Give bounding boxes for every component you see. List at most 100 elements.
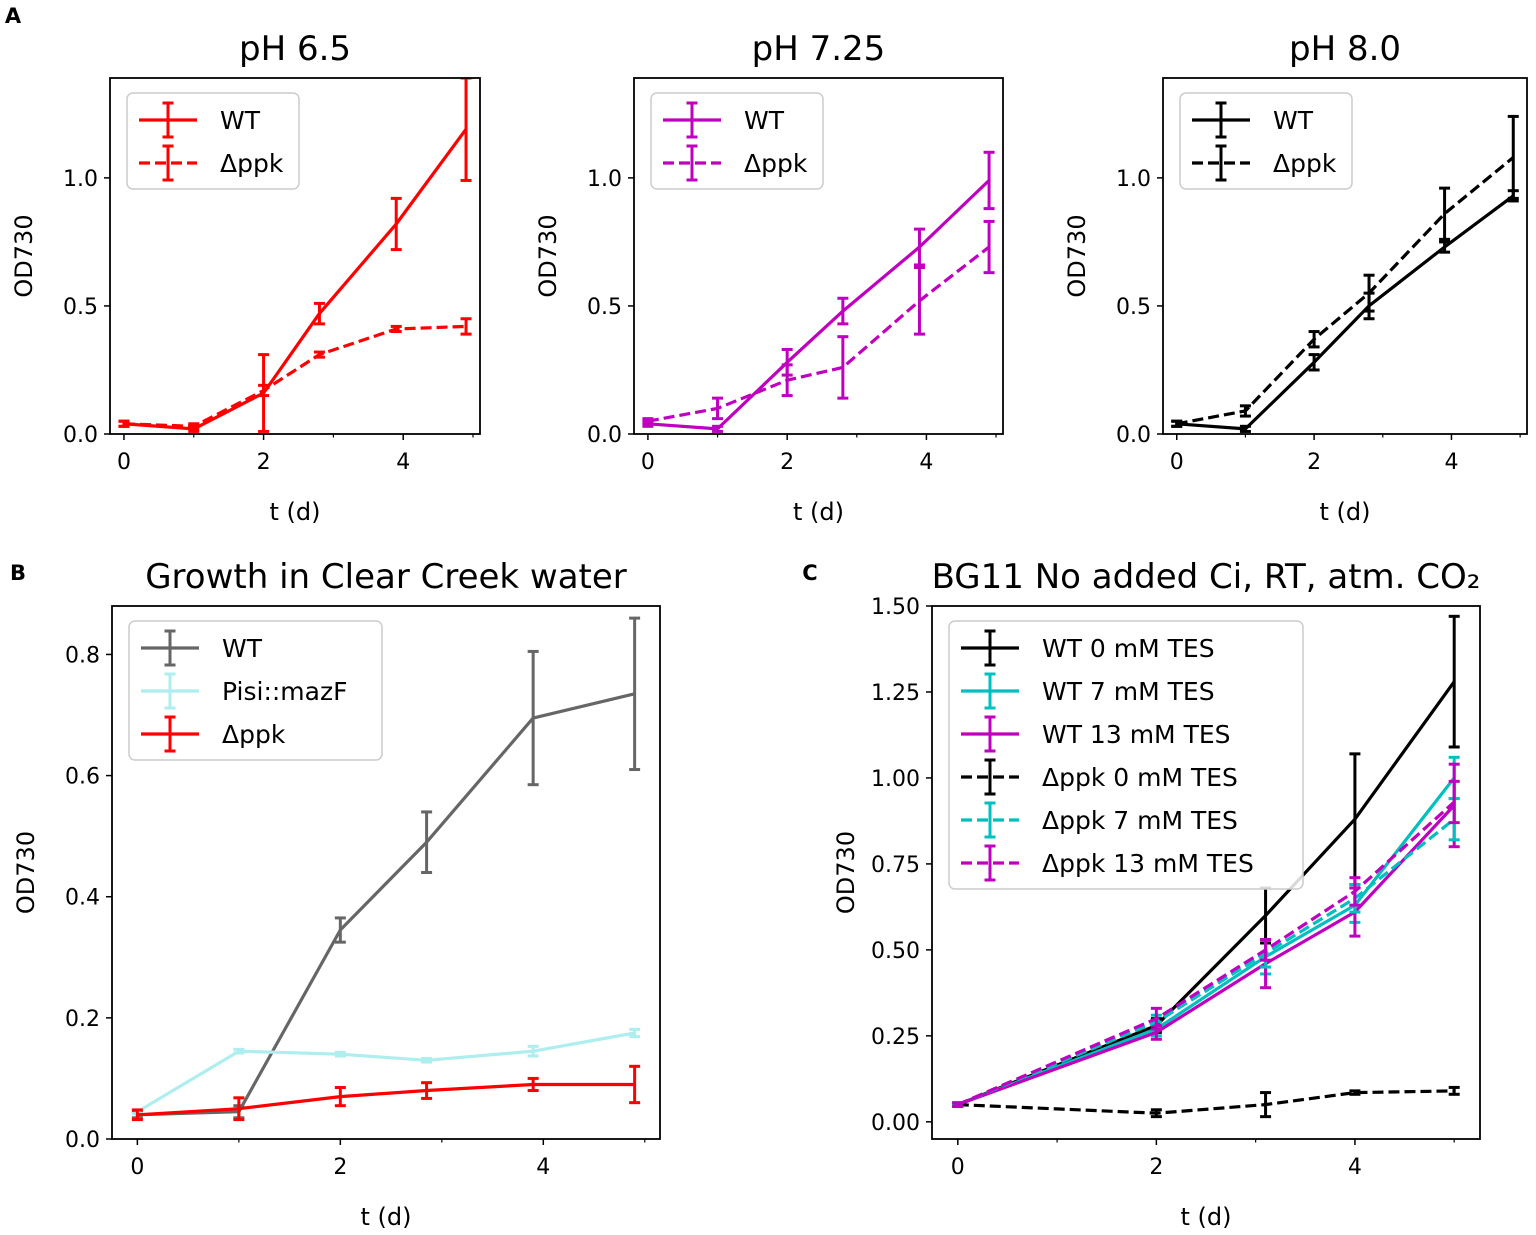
series-line — [123, 324, 467, 428]
x-tick-label: 2 — [1149, 1155, 1163, 1180]
y-tick-label: 1.25 — [871, 681, 920, 706]
series-line — [1176, 156, 1515, 426]
axes-frame — [633, 77, 1004, 435]
plot-area — [131, 616, 641, 1122]
panel-label-b: B — [10, 561, 26, 585]
axes-frame — [109, 77, 481, 435]
y-axis-label: OD730 — [1063, 214, 1091, 297]
series--ppk — [131, 1064, 641, 1122]
legend-label: WT 13 mM TES — [1042, 720, 1231, 749]
x-tick-label: 0 — [951, 1155, 965, 1180]
chart-title: pH 7.25 — [752, 29, 886, 69]
chart-title: pH 6.5 — [239, 29, 351, 69]
legend-label: WT 7 mM TES — [1042, 677, 1215, 706]
series--ppk — [1171, 114, 1519, 428]
chart-ph-7-25: pH 7.25 0 2 4 0.0 0.5 1.0 t (d) OD730 WT Δppk — [534, 29, 1004, 526]
legend-label: Pisi::mazF — [222, 677, 347, 706]
plot-area — [952, 614, 1460, 1119]
axes-frame — [111, 605, 661, 1140]
y-tick-label: 0.0 — [65, 1128, 100, 1153]
legend-label: WT — [222, 634, 263, 663]
y-tick-label: 0.0 — [587, 423, 622, 448]
series--ppk — [642, 219, 995, 426]
series-wt — [642, 150, 995, 433]
axes-frame — [1162, 77, 1528, 435]
series-wt — [1171, 189, 1519, 433]
y-tick-label: 0.4 — [65, 886, 100, 911]
y-axis-label: OD730 — [832, 831, 860, 914]
x-axis-label: t (d) — [1181, 1203, 1232, 1231]
axes-frame — [931, 605, 1481, 1140]
series-line — [123, 128, 468, 431]
x-tick-label: 0 — [641, 450, 655, 475]
y-axis-label: OD730 — [10, 214, 38, 297]
x-tick-label: 0 — [130, 1155, 144, 1180]
chart-bg11-tes: BG11 No added Ci, RT, atm. CO₂ 0 2 4 0.00 0.2… — [832, 557, 1481, 1231]
chart-title: pH 8.0 — [1289, 29, 1401, 69]
legend — [948, 620, 1304, 890]
x-tick-label: 2 — [333, 1155, 347, 1180]
plot-area — [1171, 114, 1519, 433]
y-tick-label: 0.0 — [1116, 423, 1151, 448]
y-tick-label: 0.25 — [871, 1025, 920, 1050]
chart-title: BG11 No added Ci, RT, atm. CO₂ — [932, 557, 1481, 597]
series-line — [137, 692, 635, 1117]
series--ppk-0-mm-tes — [952, 1085, 1460, 1119]
y-tick-label: 0.5 — [1116, 295, 1151, 320]
y-tick-label: 0.8 — [65, 643, 100, 668]
x-tick-label: 4 — [1444, 450, 1458, 475]
legend-label: Δppk — [744, 149, 808, 178]
x-tick-label: 4 — [1348, 1155, 1362, 1180]
panel-label-a: A — [5, 4, 22, 28]
legend-label: Δppk 7 mM TES — [1042, 806, 1238, 835]
legend-label: Δppk — [220, 149, 284, 178]
series--ppk — [118, 317, 472, 431]
y-tick-label: 0.2 — [65, 1007, 100, 1032]
y-tick-label: 0.5 — [63, 295, 98, 320]
legend-label: Δppk — [222, 720, 286, 749]
y-tick-label: 0.00 — [871, 1111, 920, 1136]
legend-label: WT — [744, 106, 785, 135]
x-tick-label: 2 — [257, 450, 271, 475]
y-tick-label: 1.0 — [587, 167, 622, 192]
series-line — [137, 1082, 635, 1117]
x-axis-label: t (d) — [270, 498, 321, 526]
x-tick-label: 0 — [1170, 450, 1184, 475]
y-tick-label: 0.6 — [65, 765, 100, 790]
series-line — [647, 179, 991, 431]
legend-label: Δppk 0 mM TES — [1042, 763, 1238, 792]
chart-ph-6-5: pH 6.5 0 2 4 0.0 0.5 1.0 t (d) OD730 WT Δppk — [10, 29, 481, 526]
x-tick-label: 2 — [780, 450, 794, 475]
x-tick-label: 4 — [396, 450, 410, 475]
y-tick-label: 1.0 — [1116, 167, 1151, 192]
legend-label: Δppk — [1273, 149, 1337, 178]
legend-label: WT — [1273, 106, 1314, 135]
series-line — [957, 1089, 1455, 1115]
series-pisi-mazf — [131, 1027, 641, 1116]
y-tick-label: 0.0 — [63, 423, 98, 448]
chart-title: Growth in Clear Creek water — [145, 557, 627, 597]
series-line — [136, 1031, 635, 1114]
legend — [650, 92, 824, 190]
series--ppk-13-mm-tes — [952, 779, 1460, 1108]
x-tick-label: 2 — [1307, 450, 1321, 475]
x-axis-label: t (d) — [1320, 498, 1371, 526]
legend — [128, 620, 383, 761]
y-axis-label: OD730 — [534, 214, 562, 297]
series-line — [647, 245, 991, 423]
legend-label: WT — [220, 106, 261, 135]
legend — [1179, 92, 1353, 190]
y-axis-label: OD730 — [12, 831, 40, 914]
y-tick-label: 1.50 — [871, 595, 920, 620]
legend — [126, 92, 300, 190]
plot-area — [118, 78, 472, 433]
series-line — [1176, 194, 1515, 431]
series-wt — [131, 616, 641, 1120]
panel-label-c: C — [802, 561, 817, 585]
x-axis-label: t (d) — [361, 1203, 412, 1231]
x-tick-label: 4 — [919, 450, 933, 475]
y-tick-label: 1.0 — [63, 167, 98, 192]
legend-label: WT 0 mM TES — [1042, 634, 1215, 663]
chart-ph-8-0: pH 8.0 0 2 4 0.0 0.5 1.0 t (d) OD730 WT Δppk — [1063, 29, 1528, 526]
